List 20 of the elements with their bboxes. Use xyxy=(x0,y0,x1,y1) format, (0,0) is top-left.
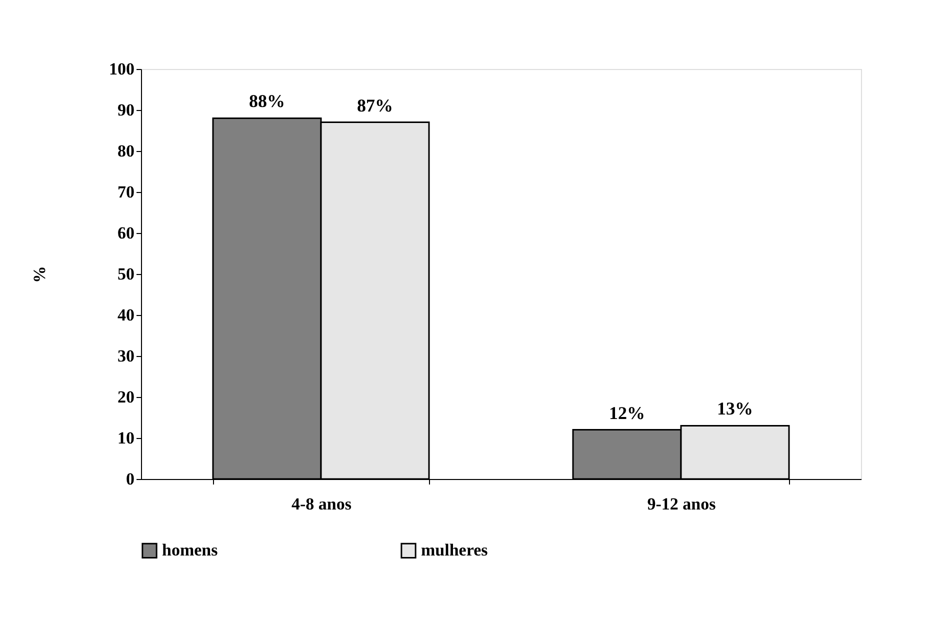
y-axis-title: % xyxy=(30,266,49,283)
data-label: 13% xyxy=(717,398,753,419)
data-label: 88% xyxy=(249,91,285,112)
legend-label: homens xyxy=(162,540,218,560)
x-tick-label: 4-8 anos xyxy=(292,494,352,514)
y-tick-label: 20 xyxy=(118,388,134,406)
legend-label: mulheres xyxy=(421,540,488,560)
y-tick-label: 30 xyxy=(118,346,134,366)
y-tick-label: 70 xyxy=(118,182,134,202)
data-label: 12% xyxy=(609,402,645,423)
data-label: 87% xyxy=(357,95,393,116)
y-tick-label: 10 xyxy=(118,428,134,448)
y-tick-label: 50 xyxy=(118,264,134,284)
y-tick-label: 60 xyxy=(118,224,134,242)
y-tick-label: 40 xyxy=(118,306,134,324)
x-tick-label: 9-12 anos xyxy=(647,494,716,514)
y-tick-label: 80 xyxy=(118,142,134,160)
y-tick-label: 90 xyxy=(118,100,134,120)
y-tick-label: 100 xyxy=(109,60,134,78)
y-tick-label: 0 xyxy=(126,470,134,488)
